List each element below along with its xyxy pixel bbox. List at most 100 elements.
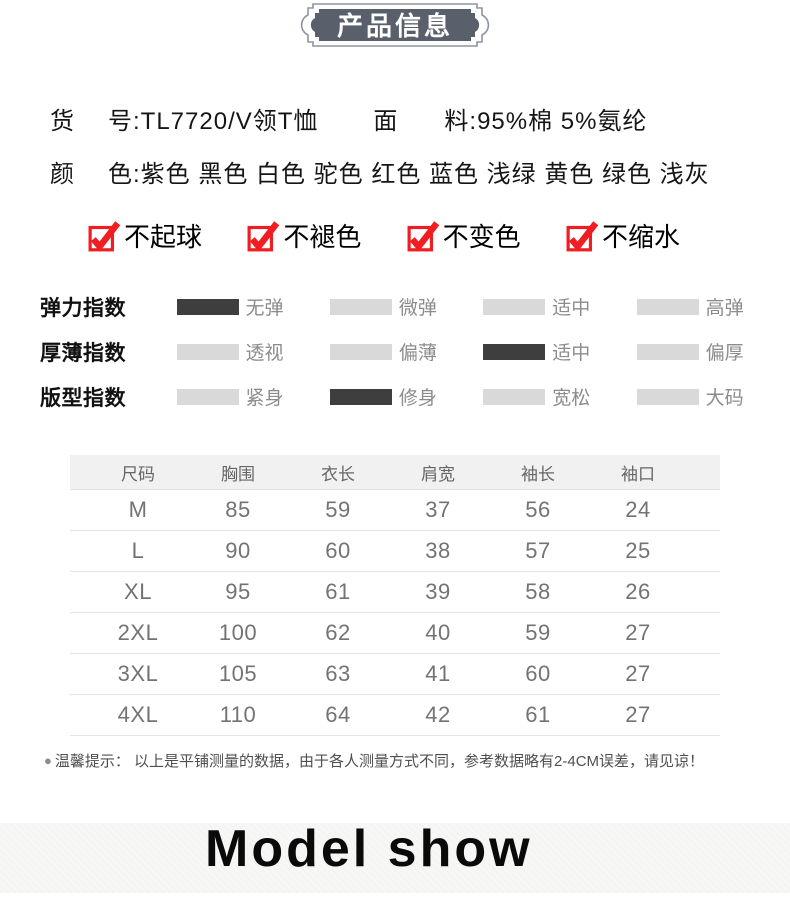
index-bar (483, 388, 546, 405)
table-row: 4XL 110 64 42 61 27 (70, 695, 720, 736)
index-option-label: 高弹 (705, 298, 744, 319)
index-bar (636, 298, 699, 315)
size-table: 尺码 胸围 衣长 肩宽 袖长 袖口 M 85 59 37 56 24 L 90 60 38 57 2… (70, 455, 720, 736)
cell: 56 (525, 497, 551, 522)
cell: 27 (625, 661, 651, 686)
index-option-label: 修身 (398, 388, 437, 409)
cell: 110 (219, 702, 257, 727)
feature-list: 不起球 不褪色 不变色 不缩水 (88, 217, 680, 254)
index-option: 偏厚 (636, 338, 790, 365)
index-bar (636, 388, 699, 405)
product-info-section: 货 号:TL7720/V领T恤 面 料:95%棉 5%氨纶 颜 色:紫色 黑色 白色 驼… (50, 108, 790, 188)
index-bar (329, 298, 392, 315)
feature-no-shrinking: 不缩水 (566, 217, 680, 254)
red-checkbox-check-icon (88, 220, 121, 252)
cell: 39 (425, 579, 451, 604)
index-row-label: 弹力指数 (40, 296, 126, 320)
index-row-label: 版型指数 (40, 386, 126, 410)
red-checkbox-check-icon (566, 220, 599, 252)
cell: 85 (225, 497, 251, 522)
feature-no-fading: 不褪色 (247, 217, 361, 254)
index-option: 紧身 (176, 383, 330, 410)
feature-label: 不褪色 (283, 222, 362, 252)
index-option-label: 偏厚 (705, 343, 744, 364)
cell: 61 (325, 579, 351, 604)
table-row: M 85 59 37 56 24 (70, 490, 720, 531)
index-section: 弹力指数 无弹 微弹 适中 高弹 厚薄指数 透视 偏薄 适中 (40, 284, 790, 419)
cell: 2XL (117, 620, 159, 645)
cell: M (128, 497, 148, 522)
index-bar-active (329, 388, 392, 405)
index-option: 宽松 (483, 383, 636, 410)
index-option: 无弹 (176, 293, 330, 320)
cell: 59 (325, 497, 351, 522)
index-option-label: 适中 (552, 298, 591, 319)
index-option-label: 大码 (705, 388, 744, 409)
cell: 27 (625, 620, 651, 645)
col-header-sleeve: 袖长 (521, 464, 555, 484)
cell: 63 (325, 661, 351, 686)
index-option: 透视 (176, 338, 330, 365)
index-option: 修身 (329, 383, 483, 410)
fabric-label: 面 (373, 108, 399, 135)
index-option-label: 紧身 (245, 388, 284, 409)
feature-label: 不起球 (124, 222, 203, 252)
cell: 95 (225, 579, 251, 604)
cell: 61 (525, 702, 551, 727)
index-bar-active (483, 343, 546, 360)
cell: 3XL (117, 661, 159, 686)
index-option-label: 透视 (245, 343, 284, 364)
index-option-label: 微弹 (398, 298, 437, 319)
col-header-shoulder: 肩宽 (421, 464, 455, 484)
cell: 105 (218, 661, 258, 686)
cell: L (131, 538, 145, 563)
color-row: 颜 色:紫色 黑色 白色 驼色 红色 蓝色 浅绿 黄色 绿色 浅灰 (50, 161, 790, 188)
cell: 38 (425, 538, 451, 563)
red-checkbox-check-icon (407, 220, 439, 252)
index-bar (329, 343, 392, 360)
cell: 4XL (117, 702, 159, 727)
index-option-label: 无弹 (245, 298, 284, 319)
index-option-label: 宽松 (552, 388, 591, 409)
cell: 90 (225, 538, 251, 563)
cell: 60 (325, 538, 351, 563)
fabric-value: 料:95%棉 5%氨纶 (444, 108, 648, 135)
index-option-label: 偏薄 (398, 343, 437, 364)
measurement-note: ● 温馨提示： 以上是平铺测量的数据，由于各人测量方式不同，参考数据略有2-4C… (44, 750, 790, 771)
red-checkbox-check-icon (247, 220, 280, 252)
table-row: XL 95 61 39 58 26 (70, 572, 720, 613)
feature-no-pilling: 不起球 (88, 217, 202, 254)
cell: 24 (625, 497, 651, 522)
bullet-icon: ● (44, 753, 52, 768)
item-number-fabric-row: 货 号:TL7720/V领T恤 面 料:95%棉 5%氨纶 (50, 108, 790, 135)
cell: 100 (218, 620, 258, 645)
cell: 64 (325, 702, 351, 727)
cell: 26 (625, 579, 651, 604)
feature-label: 不变色 (442, 222, 521, 252)
cell: 40 (425, 620, 451, 645)
color-label: 颜 (50, 161, 75, 188)
page-title: 产品信息 (336, 11, 453, 41)
next-section-strip: Model show (0, 823, 790, 893)
index-option: 高弹 (636, 293, 790, 320)
table-row: L 90 60 38 57 25 (70, 531, 720, 572)
badge-ornament-icon (300, 3, 490, 47)
model-show-title: Model show (205, 820, 533, 878)
cell: 58 (525, 579, 551, 604)
index-bar (636, 343, 699, 360)
col-header-length: 衣长 (321, 464, 355, 484)
item-number-value: 号:TL7720/V领T恤 (108, 108, 319, 135)
thickness-index-row: 厚薄指数 透视 偏薄 适中 偏厚 (40, 329, 790, 374)
cell: 59 (525, 620, 551, 645)
product-info-badge: 产品信息 (289, 2, 501, 48)
size-table-header: 尺码 胸围 衣长 肩宽 袖长 袖口 (70, 455, 720, 490)
cell: 25 (625, 538, 651, 563)
index-option: 微弹 (329, 293, 483, 320)
note-text: 温馨提示： 以上是平铺测量的数据，由于各人测量方式不同，参考数据略有2-4CM误… (54, 753, 705, 770)
cell: 27 (625, 702, 651, 727)
col-header-chest: 胸围 (221, 464, 255, 484)
col-header-cuff: 袖口 (621, 464, 655, 484)
index-bar-active (176, 298, 239, 315)
index-option: 适中 (483, 293, 636, 320)
item-number-label: 货 (50, 108, 75, 135)
